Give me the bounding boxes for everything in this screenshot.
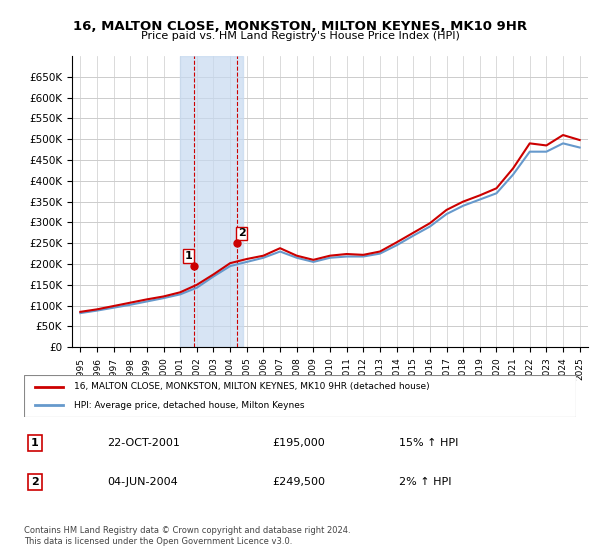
Text: HPI: Average price, detached house, Milton Keynes: HPI: Average price, detached house, Milt… [74,401,304,410]
Text: 1: 1 [31,438,39,448]
Text: 22-OCT-2001: 22-OCT-2001 [107,438,179,448]
Text: 15% ↑ HPI: 15% ↑ HPI [400,438,459,448]
Text: £195,000: £195,000 [272,438,325,448]
FancyBboxPatch shape [24,375,576,417]
Text: £249,500: £249,500 [272,477,325,487]
Text: 2: 2 [31,477,39,487]
Bar [180,56,244,347]
Text: 2% ↑ HPI: 2% ↑ HPI [400,477,452,487]
Text: Price paid vs. HM Land Registry's House Price Index (HPI): Price paid vs. HM Land Registry's House … [140,31,460,41]
Text: 16, MALTON CLOSE, MONKSTON, MILTON KEYNES, MK10 9HR (detached house): 16, MALTON CLOSE, MONKSTON, MILTON KEYNE… [74,382,430,391]
Text: Contains HM Land Registry data © Crown copyright and database right 2024.
This d: Contains HM Land Registry data © Crown c… [24,526,350,546]
Text: 2: 2 [238,228,245,239]
Text: 1: 1 [185,251,193,261]
Text: 16, MALTON CLOSE, MONKSTON, MILTON KEYNES, MK10 9HR: 16, MALTON CLOSE, MONKSTON, MILTON KEYNE… [73,20,527,32]
Text: 04-JUN-2004: 04-JUN-2004 [107,477,178,487]
